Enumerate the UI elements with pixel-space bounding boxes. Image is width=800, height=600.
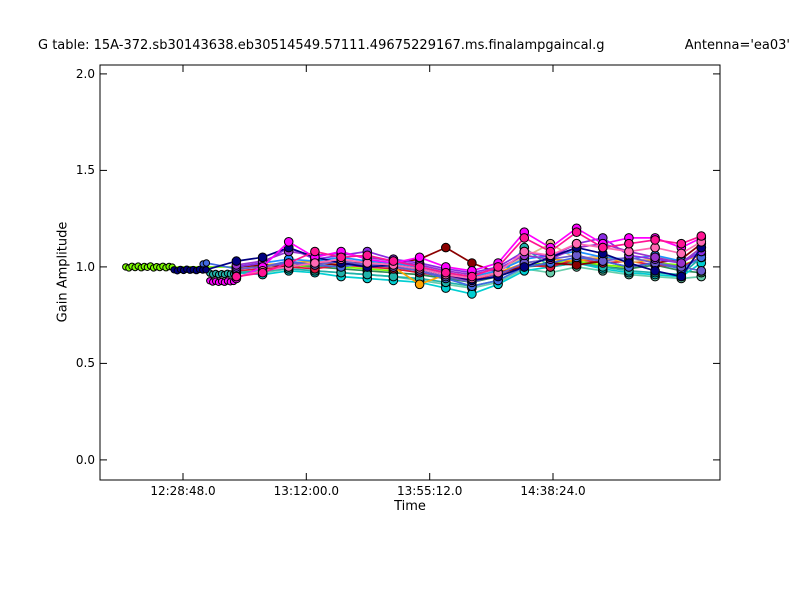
series-marker-hotpink bbox=[571, 238, 582, 249]
series-marker-darkred bbox=[441, 242, 451, 253]
series-marker-navy bbox=[650, 266, 660, 276]
series-marker-deeppink bbox=[414, 262, 425, 272]
series-marker-navy bbox=[202, 266, 210, 274]
series-marker-deeppink bbox=[545, 246, 556, 257]
x-tick-label: 14:38:24.0 bbox=[520, 484, 586, 498]
series-marker-hotpink bbox=[676, 248, 687, 259]
series-marker-deeppink bbox=[598, 242, 608, 253]
x-axis-label: Time bbox=[394, 499, 426, 514]
series-marker-orange bbox=[414, 279, 425, 290]
x-tick-label: 12:28:48.0 bbox=[150, 484, 216, 498]
series-marker-slateblue bbox=[696, 266, 707, 276]
series-marker-deeppink bbox=[231, 271, 242, 282]
x-tick-label: 13:12:00.0 bbox=[273, 484, 340, 498]
series-marker-navy bbox=[519, 262, 530, 272]
series-marker-royalblue bbox=[202, 259, 211, 267]
series-marker-deeppink bbox=[310, 246, 320, 257]
series-marker-deeppink bbox=[388, 256, 399, 266]
series-marker-deeppink bbox=[441, 267, 451, 278]
y-tick-label: 2.0 bbox=[75, 66, 95, 81]
y-tick-label: 1.0 bbox=[75, 259, 95, 274]
series-marker-deeppink bbox=[571, 227, 582, 237]
series-marker-deeppink bbox=[624, 238, 634, 249]
axes-frame bbox=[99, 64, 721, 481]
plot-title: G table: 15A-372.sb30143638.eb30514549.5… bbox=[38, 38, 790, 53]
series-marker-navy bbox=[676, 271, 687, 282]
series-marker-deeppink bbox=[467, 271, 477, 282]
series-marker-darkorchid bbox=[676, 258, 687, 268]
series-marker-deeppink bbox=[257, 267, 268, 278]
series-marker-deeppink bbox=[336, 252, 346, 263]
series-marker-deeppink bbox=[493, 262, 503, 272]
series-marker-deeppink bbox=[362, 250, 373, 261]
series-marker-deeppink bbox=[676, 238, 687, 249]
series-marker-hotpink bbox=[519, 246, 530, 257]
series-marker-deeppink bbox=[650, 235, 660, 245]
series-marker-navy bbox=[257, 252, 268, 263]
title-antenna-text: Antenna='ea03' bbox=[684, 38, 790, 53]
y-tick-label: 1.5 bbox=[75, 163, 95, 178]
series-marker-hotpink bbox=[310, 258, 320, 268]
title-gtable-text: G table: 15A-372.sb30143638.eb30514549.5… bbox=[38, 38, 605, 53]
y-tick-label: 0.5 bbox=[75, 356, 95, 371]
x-tick-label: 13:55:12.0 bbox=[397, 484, 463, 498]
series-marker-magenta bbox=[414, 252, 425, 263]
series-marker-deeppink bbox=[283, 258, 294, 268]
y-tick-label: 0.0 bbox=[75, 452, 95, 467]
series-marker-navy bbox=[231, 256, 242, 266]
series-marker-deeppink bbox=[696, 231, 707, 241]
series-marker-magenta bbox=[283, 237, 294, 247]
series-marker-deeppink bbox=[519, 233, 530, 243]
series-marker-darkorchid bbox=[650, 252, 660, 263]
series-marker-navy bbox=[624, 258, 634, 268]
